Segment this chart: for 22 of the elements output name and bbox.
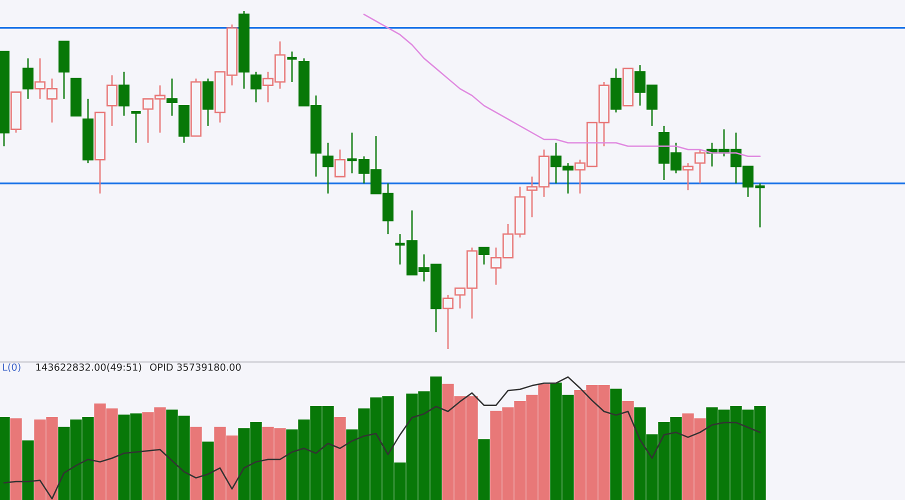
text: L(0) (2, 363, 20, 372)
bar (622, 401, 634, 500)
candlestick (22, 58, 34, 100)
candlestick (442, 294, 454, 350)
text: 143622832.00(49:51) (36, 363, 142, 372)
candlestick (250, 71, 262, 103)
candlestick (322, 142, 334, 194)
bar (202, 442, 214, 500)
bar (610, 388, 622, 500)
candlestick (694, 148, 706, 184)
candlestick (682, 162, 694, 191)
bar (478, 439, 490, 500)
bar (22, 440, 34, 500)
candlestick (334, 148, 346, 178)
bar (10, 418, 22, 500)
bar (190, 426, 202, 500)
candlestick (106, 74, 118, 127)
candlestick (478, 246, 490, 266)
text: OPID 35739180.00 (150, 363, 241, 371)
candlestick (166, 78, 178, 116)
bar (334, 417, 346, 500)
candlestick (118, 71, 130, 116)
